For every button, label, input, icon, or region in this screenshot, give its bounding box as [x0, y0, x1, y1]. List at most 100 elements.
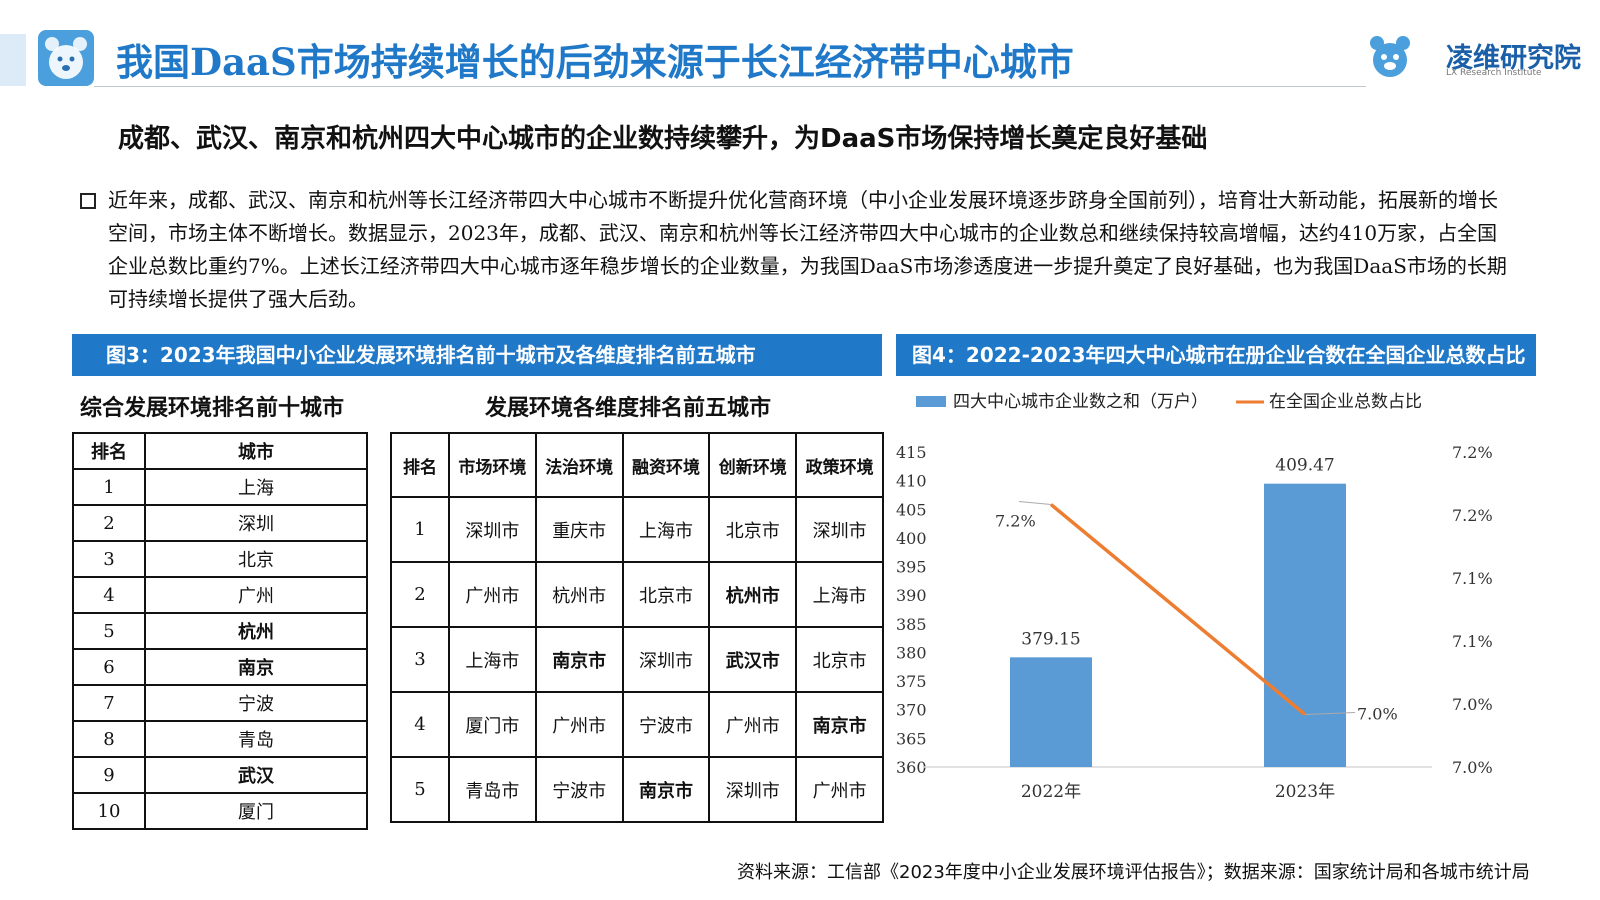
rank-cell: 4: [72, 576, 146, 614]
y-right-tick-label: 7.1%: [1452, 569, 1493, 588]
line-data-label: 7.2%: [995, 512, 1036, 531]
city-cell: 上海市: [448, 626, 537, 693]
bullet-square-icon: [80, 193, 96, 209]
city-cell: 厦门: [144, 792, 368, 830]
city-cell: 宁波: [144, 684, 368, 722]
column-header: 排名: [72, 432, 146, 470]
rank-cell: 4: [390, 691, 450, 758]
table-header-row: 排名 市场环境 法治环境 融资环境 创新环境 政策环境: [390, 432, 884, 498]
y-right-tick-label: 7.0%: [1452, 695, 1493, 714]
city-cell: 南京市: [534, 626, 624, 693]
city-cell: 广州市: [708, 691, 798, 758]
legend-bar-label: 四大中心城市企业数之和（万户）: [953, 392, 1208, 412]
table-row: 8 青岛: [72, 720, 368, 758]
bar-data-label: 409.47: [1275, 456, 1334, 476]
city-cell: 广州市: [448, 561, 537, 628]
line-label-leader: [1018, 501, 1052, 505]
y-left-tick-label: 400: [896, 529, 927, 548]
y-left-tick-label: 415: [896, 443, 927, 462]
city-cell: 宁波市: [621, 691, 711, 758]
column-header: 排名: [390, 432, 450, 498]
title-divider: [94, 86, 1366, 87]
city-cell: 宁波市: [534, 756, 624, 823]
dimension-ranking-table: 排名 市场环境 法治环境 融资环境 创新环境 政策环境 1 深圳市 重庆市 上海市 北京…: [390, 432, 884, 823]
city-cell: 厦门市: [448, 691, 537, 758]
rank-cell: 2: [390, 561, 450, 628]
bar-data-label: 379.15: [1021, 629, 1080, 649]
city-cell: 杭州市: [708, 561, 798, 628]
y-left-tick-label: 395: [896, 558, 927, 577]
city-cell: 深圳市: [795, 496, 884, 563]
table-row: 9 武汉: [72, 756, 368, 794]
x-tick-label: 2022年: [1021, 782, 1081, 802]
x-tick-label: 2023年: [1275, 782, 1335, 802]
table2-caption: 发展环境各维度排名前五城市: [485, 396, 772, 421]
city-cell: 杭州市: [534, 561, 624, 628]
line-label-leader: [1304, 712, 1356, 715]
table-row: 6 南京: [72, 648, 368, 686]
table-header-row: 排名 城市: [72, 432, 368, 470]
city-cell: 广州市: [534, 691, 624, 758]
city-cell: 南京市: [795, 691, 884, 758]
city-cell: 上海: [144, 468, 368, 506]
brand-logo: [1370, 34, 1570, 86]
source-note: 资料来源：工信部《2023年度中小企业发展环境评估报告》；数据来源：国家统计局和…: [737, 862, 1530, 883]
rank-cell: 8: [72, 720, 146, 758]
table-row: 2 深圳: [72, 504, 368, 542]
city-cell: 武汉市: [708, 626, 798, 693]
city-cell: 深圳: [144, 504, 368, 542]
rank-cell: 1: [72, 468, 146, 506]
city-cell: 深圳市: [708, 756, 798, 823]
bar: [1010, 657, 1092, 767]
rank-cell: 1: [390, 496, 450, 563]
line-data-label: 7.0%: [1357, 705, 1398, 724]
figure4-header: 图4：2022-2023年四大中心城市在册企业合数在全国企业总数占比: [896, 334, 1536, 376]
y-left-tick-label: 365: [896, 729, 927, 748]
section-subtitle: 成都、武汉、南京和杭州四大中心城市的企业数持续攀升，为DaaS市场保持增长奠定良…: [118, 124, 1208, 154]
y-right-tick-label: 7.1%: [1452, 632, 1493, 651]
rank-cell: 5: [72, 612, 146, 650]
overall-ranking-table: 排名 城市 1 上海 2 深圳 3 北京 4 广州 5 杭州 6 南京 7 宁波 8 青岛 9 武汉 10 厦门: [72, 432, 368, 830]
city-cell: 重庆市: [534, 496, 624, 563]
y-right-tick-label: 7.0%: [1452, 758, 1493, 777]
rank-cell: 5: [390, 756, 450, 823]
brand-bear-icon: [1370, 36, 1410, 77]
table-row: 7 宁波: [72, 684, 368, 722]
table-row: 2 广州市 杭州市 北京市 杭州市 上海市: [390, 561, 884, 628]
rank-cell: 3: [390, 626, 450, 693]
city-cell: 北京市: [708, 496, 798, 563]
city-cell: 武汉: [144, 756, 368, 794]
city-cell: 北京: [144, 540, 368, 578]
figure3-header: 图3：2023年我国中小企业发展环境排名前十城市及各维度排名前五城市: [72, 334, 882, 376]
city-cell: 深圳市: [621, 626, 711, 693]
city-cell: 北京市: [795, 626, 884, 693]
city-cell: 广州: [144, 576, 368, 614]
ratio-line: [1049, 503, 1307, 716]
y-right-tick-label: 7.2%: [1452, 506, 1493, 525]
table-row: 1 深圳市 重庆市 上海市 北京市 深圳市: [390, 496, 884, 563]
city-cell: 广州市: [795, 756, 884, 823]
rank-cell: 6: [72, 648, 146, 686]
column-header: 城市: [144, 432, 368, 470]
enterprise-count-chart: 四大中心城市企业数之和（万户） 在全国企业总数占比 360 365 370 375 380 3…: [896, 392, 1493, 802]
city-cell: 深圳市: [448, 496, 537, 563]
accent-bar: [0, 34, 26, 86]
y-left-tick-label: 375: [896, 672, 927, 691]
city-cell: 上海市: [795, 561, 884, 628]
legend-line-label: 在全国企业总数占比: [1269, 392, 1422, 412]
city-cell: 青岛: [144, 720, 368, 758]
y-left-tick-label: 390: [896, 586, 927, 605]
city-cell: 南京: [144, 648, 368, 686]
y-left-tick-label: 410: [896, 472, 927, 491]
table-row: 5 青岛市 宁波市 南京市 深圳市 广州市: [390, 756, 884, 823]
column-header: 政策环境: [795, 432, 884, 498]
city-cell: 青岛市: [448, 756, 537, 823]
table-row: 3 北京: [72, 540, 368, 578]
rank-cell: 2: [72, 504, 146, 542]
y-left-tick-label: 385: [896, 615, 927, 634]
column-header: 法治环境: [534, 432, 624, 498]
bear-logo-icon: [38, 30, 94, 86]
city-cell: 南京市: [621, 756, 711, 823]
rank-cell: 7: [72, 684, 146, 722]
table-row: 10 厦门: [72, 792, 368, 830]
